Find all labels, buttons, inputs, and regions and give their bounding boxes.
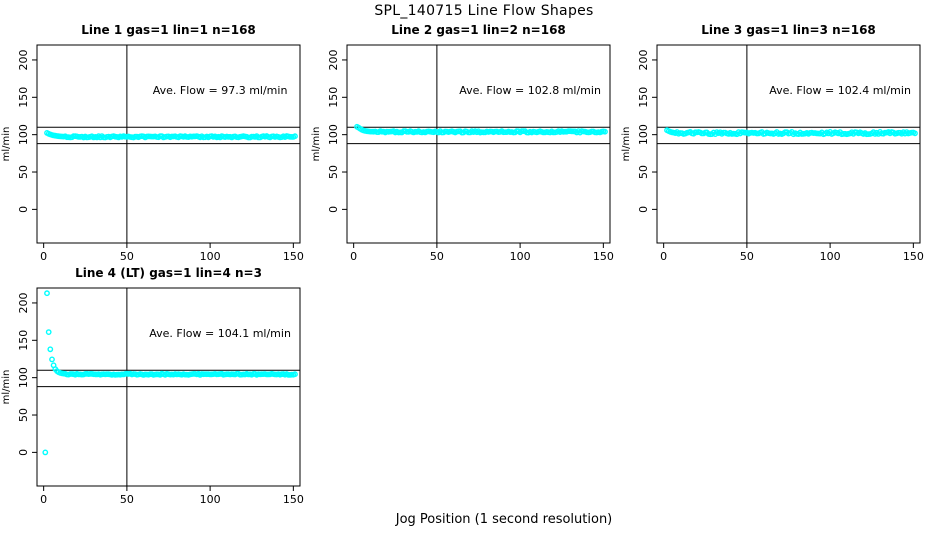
x-axis-tick-label: 0 [660,250,667,263]
x-axis-tick-label: 50 [740,250,754,263]
flow-data-point [45,329,52,336]
y-axis-tick-label: 50 [327,165,340,179]
flow-data-point [49,356,55,363]
subplot-title: Line 2 gas=1 lin=2 n=168 [391,23,566,37]
y-axis-tick-label: 50 [17,165,30,179]
x-axis-tick-label: 0 [40,250,47,263]
y-axis-tick-label: 0 [637,206,650,213]
x-axis-tick-label: 0 [40,493,47,506]
flow-data-point [47,346,54,353]
subplot-line-2: Line 2 gas=1 lin=2 n=168 0 50 100 150 0 50 100 1… [311,23,614,263]
x-axis-tick-label: 150 [283,493,304,506]
x-axis-tick-label: 100 [510,250,531,263]
flow-data-point [42,449,49,456]
y-axis-tick-label: 150 [17,87,30,108]
y-axis-tick-label: 100 [17,367,30,388]
x-axis-tick-label: 50 [430,250,444,263]
flow-data-point [602,128,608,135]
x-axis-tick-label: 50 [120,250,134,263]
average-flow-annotation: Ave. Flow = 97.3 ml/min [153,84,288,97]
y-axis-tick-label: 200 [637,49,650,70]
average-flow-annotation: Ave. Flow = 102.8 ml/min [459,84,601,97]
y-axis-tick-label: 100 [637,124,650,145]
flow-data-point [44,290,50,297]
x-axis-tick-label: 0 [350,250,357,263]
flow-data-point [292,133,298,140]
y-axis-tick-label: 100 [17,124,30,145]
y-axis-tick-label: 50 [637,165,650,179]
y-axis-tick-label: 200 [327,49,340,70]
y-axis-unit-label: ml/min [1,127,12,162]
subplot-title: Line 3 gas=1 lin=3 n=168 [701,23,876,37]
x-axis-tick-label: 150 [283,250,304,263]
y-axis-tick-label: 200 [17,49,30,70]
y-axis-tick-label: 50 [17,408,30,422]
subplot-line-4: Line 4 (LT) gas=1 lin=4 n=3 0 50 100 150 0 50 1… [1,266,304,506]
x-axis-tick-label: 100 [820,250,841,263]
subplot-line-3: Line 3 gas=1 lin=3 n=168 0 50 100 150 0 50 100 1… [621,23,924,263]
x-axis-tick-label: 100 [200,250,221,263]
x-axis-tick-label: 150 [903,250,924,263]
y-axis-unit-label: ml/min [1,370,12,405]
y-axis-tick-label: 150 [17,330,30,351]
figure-title: SPL_140715 Line Flow Shapes [374,3,594,19]
y-axis-unit-label: ml/min [621,127,632,162]
x-axis-tick-label: 50 [120,493,134,506]
subplot-title: Line 4 (LT) gas=1 lin=4 n=3 [75,266,262,280]
flow-data-point [292,371,298,378]
y-axis-tick-label: 0 [17,206,30,213]
y-axis-tick-label: 100 [327,124,340,145]
y-axis-tick-label: 150 [327,87,340,108]
y-axis-tick-label: 150 [637,87,650,108]
y-axis-unit-label: ml/min [311,127,322,162]
subplot-line-1: Line 1 gas=1 lin=1 n=168 0 50 100 150 0 50 100 1… [1,23,304,263]
y-axis-tick-label: 0 [17,449,30,456]
average-flow-annotation: Ave. Flow = 102.4 ml/min [769,84,911,97]
subplot-title: Line 1 gas=1 lin=1 n=168 [81,23,256,37]
x-axis-tick-label: 150 [593,250,614,263]
flow-data-point [912,130,918,137]
y-axis-tick-label: 200 [17,292,30,313]
average-flow-annotation: Ave. Flow = 104.1 ml/min [149,327,291,340]
y-axis-tick-label: 0 [327,206,340,213]
x-axis-tick-label: 100 [200,493,221,506]
x-axis-label: Jog Position (1 second resolution) [395,512,613,527]
